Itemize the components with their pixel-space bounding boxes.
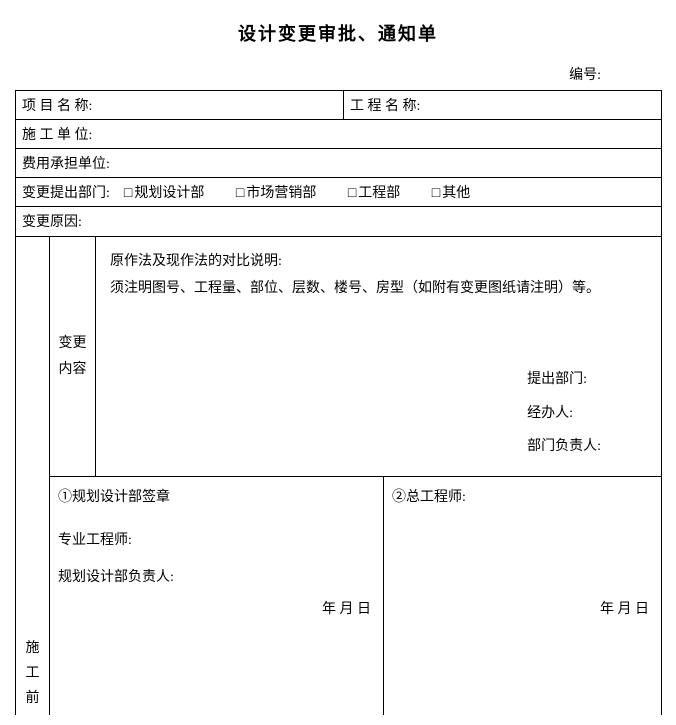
planning-dept-head: ①规划设计部签章 [58, 483, 375, 514]
chief-engineer-head: ②总工程师: [392, 483, 653, 514]
change-reason-label: 变更原因: [22, 215, 82, 230]
checkbox-icon: □ [124, 184, 132, 200]
dept-option-4-label: 其他 [442, 186, 470, 201]
change-content-line1: 原作法及现作法的对比说明: [110, 249, 647, 276]
planning-dept-sign-cell: ①规划设计部签章 专业工程师: 规划设计部负责人: 年 月 日 [50, 477, 384, 632]
change-content-head-2: 内容 [56, 357, 89, 382]
pre-h1: 施 [22, 636, 43, 661]
construction-unit-label: 施 工 单 位: [22, 128, 92, 143]
pro-engineer-label: 专业工程师: [58, 526, 375, 557]
handler-label: 经办人: [527, 397, 601, 431]
dept-option-2-label: 市场营销部 [246, 186, 316, 201]
dept-head-label: 部门负责人: [527, 430, 601, 464]
dept-option-1-label: 规划设计部 [134, 186, 204, 201]
planning-head-label: 规划设计部负责人: [58, 563, 375, 594]
form-table: 项 目 名 称: 工 程 名 称: 施 工 单 位: 费用承担单位: 变更提出部… [15, 90, 662, 715]
pre-h2: 工 [22, 661, 43, 686]
dept-option-4[interactable]: □其他 [432, 182, 470, 202]
dept-options-cell: 变更提出部门: □规划设计部 □市场营销部 □工程部 □其他 [16, 178, 662, 207]
page-title: 设计变更审批、通知单 [15, 20, 661, 46]
checkbox-icon: □ [236, 184, 244, 200]
pre-construction-header-cell: 施 工 前 [16, 632, 50, 716]
serial-number-label: 编号: [15, 64, 661, 84]
change-content-head-1: 变更 [56, 331, 89, 356]
work-name-label: 工 程 名 称: [350, 99, 420, 114]
sidebar-upper-cell [16, 237, 50, 632]
checkbox-icon: □ [432, 184, 440, 200]
change-content-line2: 须注明图号、工程量、部位、层数、楼号、房型（如附有变更图纸请注明）等。 [110, 276, 647, 303]
cost-bearer-label: 费用承担单位: [22, 157, 110, 172]
chief-engineer-sign-cell: ②总工程师: 年 月 日 [384, 477, 662, 632]
submit-dept-label: 提出部门: [527, 363, 601, 397]
change-content-cell: 原作法及现作法的对比说明: 须注明图号、工程量、部位、层数、楼号、房型（如附有变… [96, 237, 662, 477]
project-name-cell: 项 目 名 称: [16, 91, 344, 120]
chief-date: 年 月 日 [600, 595, 649, 626]
pre-h3: 前 [22, 686, 43, 711]
dept-option-1[interactable]: □规划设计部 [124, 182, 204, 202]
dept-option-2[interactable]: □市场营销部 [236, 182, 316, 202]
dept-option-3-label: 工程部 [358, 186, 400, 201]
cost-bearer-cell: 费用承担单位: [16, 149, 662, 178]
change-reason-cell: 变更原因: [16, 207, 662, 237]
work-name-cell: 工 程 名 称: [344, 91, 662, 120]
construction-unit-cell: 施 工 单 位: [16, 120, 662, 149]
dept-label: 变更提出部门: [22, 186, 110, 201]
project-name-label: 项 目 名 称: [22, 99, 92, 114]
change-content-header-cell: 变更 内容 [50, 237, 96, 477]
planning-date: 年 月 日 [322, 595, 371, 626]
dept-option-3[interactable]: □工程部 [348, 182, 400, 202]
checkbox-icon: □ [348, 184, 356, 200]
